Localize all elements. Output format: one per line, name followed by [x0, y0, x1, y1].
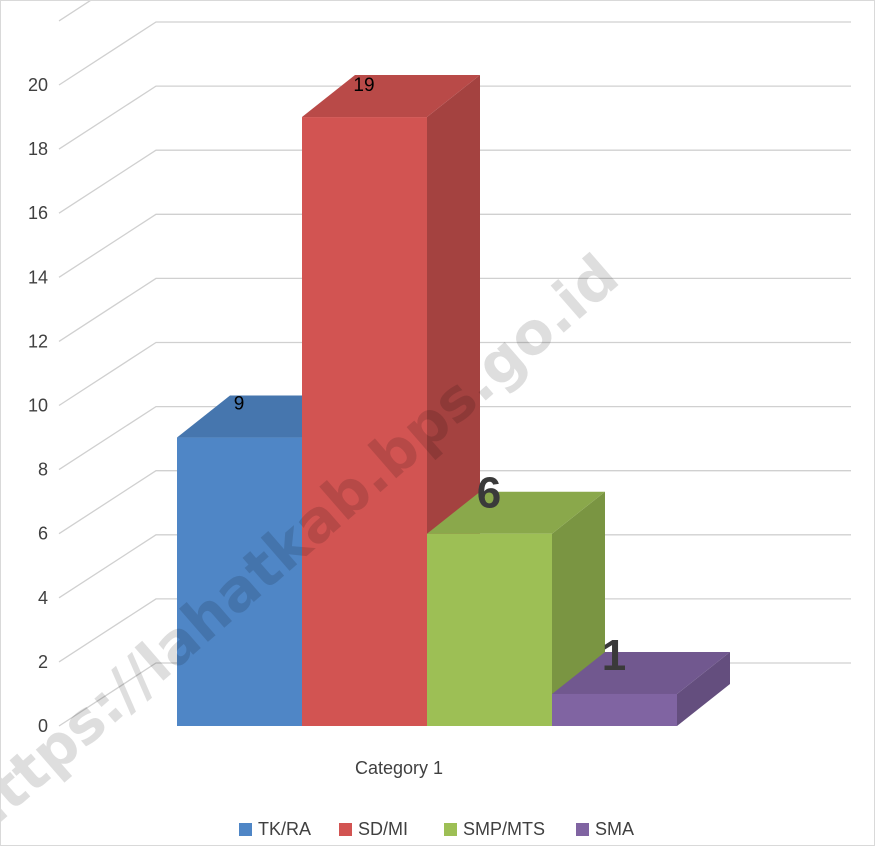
gridline: [58, 534, 851, 599]
y-tick-label: 18: [28, 139, 48, 159]
category-label: Category 1: [355, 758, 443, 778]
bar-front-face: [177, 437, 302, 726]
bar-front-face: [302, 117, 427, 727]
data-label: 6: [477, 469, 501, 518]
y-tick-label: 12: [28, 331, 48, 351]
y-tick-label: 20: [28, 75, 48, 95]
legend-swatch: [576, 823, 589, 836]
y-tick-label: 16: [28, 203, 48, 223]
bar-side-face: [677, 651, 730, 726]
bar-sma: [552, 651, 730, 726]
gridline: [58, 213, 851, 278]
legend: TK/RA SD/MI SMP/MTS SMA: [239, 819, 634, 839]
gridline: [58, 405, 851, 471]
y-tick-label: 6: [38, 524, 48, 544]
gridline: [58, 470, 851, 535]
data-labels: 9 19 6 1: [234, 75, 627, 680]
legend-label: SMP/MTS: [463, 819, 545, 839]
y-tick-label: 8: [38, 460, 48, 480]
legend-item: TK/RA: [239, 819, 311, 839]
gridline: [58, 85, 851, 150]
y-tick-label: 10: [28, 396, 48, 416]
gridlines: [58, 1, 851, 727]
gridline: [58, 1, 91, 22]
data-label: 1: [602, 631, 626, 680]
legend-item: SMP/MTS: [444, 819, 545, 839]
legend-item: SD/MI: [339, 819, 408, 839]
bar-top-face: [552, 651, 730, 694]
bar-top-face: [302, 75, 480, 118]
gridline: [58, 149, 851, 214]
bar-front-face: [427, 533, 552, 726]
y-tick-label: 14: [28, 267, 48, 287]
y-tick-label: 2: [38, 652, 48, 672]
legend-item: SMA: [576, 819, 634, 839]
data-label: 19: [353, 75, 374, 96]
gridline: [58, 341, 851, 407]
bar-front-face: [552, 693, 677, 726]
gridline: [58, 21, 851, 86]
legend-swatch: [444, 823, 457, 836]
gridline: [58, 277, 851, 342]
bars: [177, 75, 730, 727]
data-label: 9: [234, 394, 245, 415]
legend-swatch: [239, 823, 252, 836]
bar-top-face: [427, 491, 605, 534]
legend-label: SD/MI: [358, 819, 408, 839]
legend-swatch: [339, 823, 352, 836]
bar-smp-mts: [427, 491, 605, 726]
y-tick-label: 0: [38, 716, 48, 736]
y-tick-label: 4: [38, 588, 48, 608]
gridline: [58, 598, 851, 663]
legend-label: TK/RA: [258, 819, 311, 839]
legend-label: SMA: [595, 819, 634, 839]
y-axis: 0 2 4 6 8 10 12 14 16 18 20: [28, 75, 48, 736]
